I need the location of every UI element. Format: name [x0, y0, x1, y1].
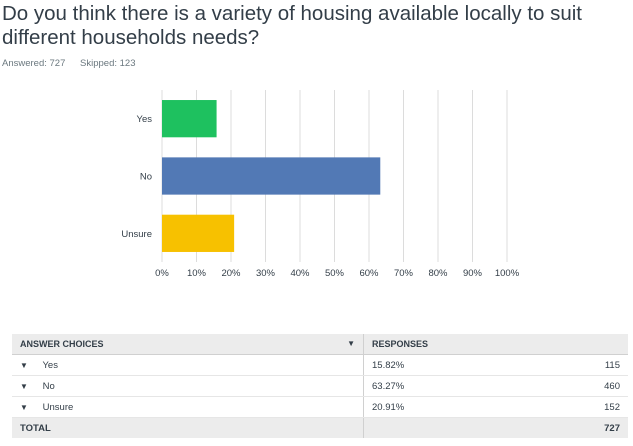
percent-value: 63.27%: [363, 375, 520, 397]
bar-yes: [162, 100, 217, 138]
total-label: TOTAL: [12, 417, 364, 438]
category-label: Yes: [137, 114, 153, 125]
caret-down-icon[interactable]: ▼: [20, 381, 28, 391]
x-tick-label: 40%: [290, 268, 310, 279]
answered-count: Answered: 727: [2, 58, 66, 69]
x-tick-label: 90%: [463, 268, 483, 279]
choice-label: No: [42, 380, 55, 392]
total-blank: [363, 417, 520, 438]
skipped-count: Skipped: 123: [80, 58, 136, 69]
question-title: Do you think there is a variety of housi…: [2, 2, 583, 49]
response-stats: Answered: 727 Skipped: 123: [2, 58, 147, 69]
x-tick-label: 30%: [256, 268, 276, 279]
bar-chart: 0% 10% 20% 30% 40% 50% 60% 70% 80% 90% 100% Yes No Un…: [121, 90, 520, 279]
row-choice[interactable]: ▼ Yes: [12, 354, 364, 376]
caret-down-icon[interactable]: ▼: [20, 360, 28, 370]
choice-label: Yes: [42, 359, 58, 371]
percent-value: 15.82%: [363, 354, 520, 376]
x-tick-label: 100%: [495, 268, 520, 279]
x-tick-label: 10%: [187, 268, 207, 279]
count-value: 152: [520, 396, 628, 418]
header-answer-choices[interactable]: ANSWER CHOICES ▼: [12, 334, 364, 355]
caret-down-icon[interactable]: ▼: [20, 402, 28, 412]
table-row: ▼ Yes 15.82% 115: [12, 354, 628, 376]
header-responses[interactable]: RESPONSES: [363, 334, 520, 355]
category-label: No: [140, 172, 152, 183]
row-choice[interactable]: ▼ Unsure: [12, 396, 364, 418]
total-row: TOTAL 727: [12, 417, 628, 438]
table-row: ▼ No 63.27% 460: [12, 375, 628, 397]
table-row: ▼ Unsure 20.91% 152: [12, 396, 628, 418]
category-label: Unsure: [121, 229, 152, 240]
header-blank: [520, 334, 628, 355]
count-value: 115: [520, 354, 628, 376]
x-tick-label: 80%: [428, 268, 448, 279]
total-count: 727: [520, 417, 628, 438]
count-value: 460: [520, 375, 628, 397]
x-tick-label: 50%: [325, 268, 345, 279]
x-tick-label: 20%: [221, 268, 241, 279]
caret-down-icon[interactable]: ▼: [347, 339, 355, 348]
row-choice[interactable]: ▼ No: [12, 375, 364, 397]
percent-value: 20.91%: [363, 396, 520, 418]
bar-no: [162, 157, 381, 195]
x-tick-label: 0%: [155, 268, 169, 279]
bar-unsure: [162, 214, 235, 252]
x-tick-label: 70%: [394, 268, 414, 279]
x-tick-label: 60%: [359, 268, 379, 279]
choice-label: Unsure: [42, 401, 74, 413]
header-responses-label: RESPONSES: [372, 339, 429, 349]
responses-table: ANSWER CHOICES ▼ RESPONSES ▼ Yes 15.82% …: [12, 334, 628, 438]
header-answer-choices-label: ANSWER CHOICES: [20, 339, 104, 349]
